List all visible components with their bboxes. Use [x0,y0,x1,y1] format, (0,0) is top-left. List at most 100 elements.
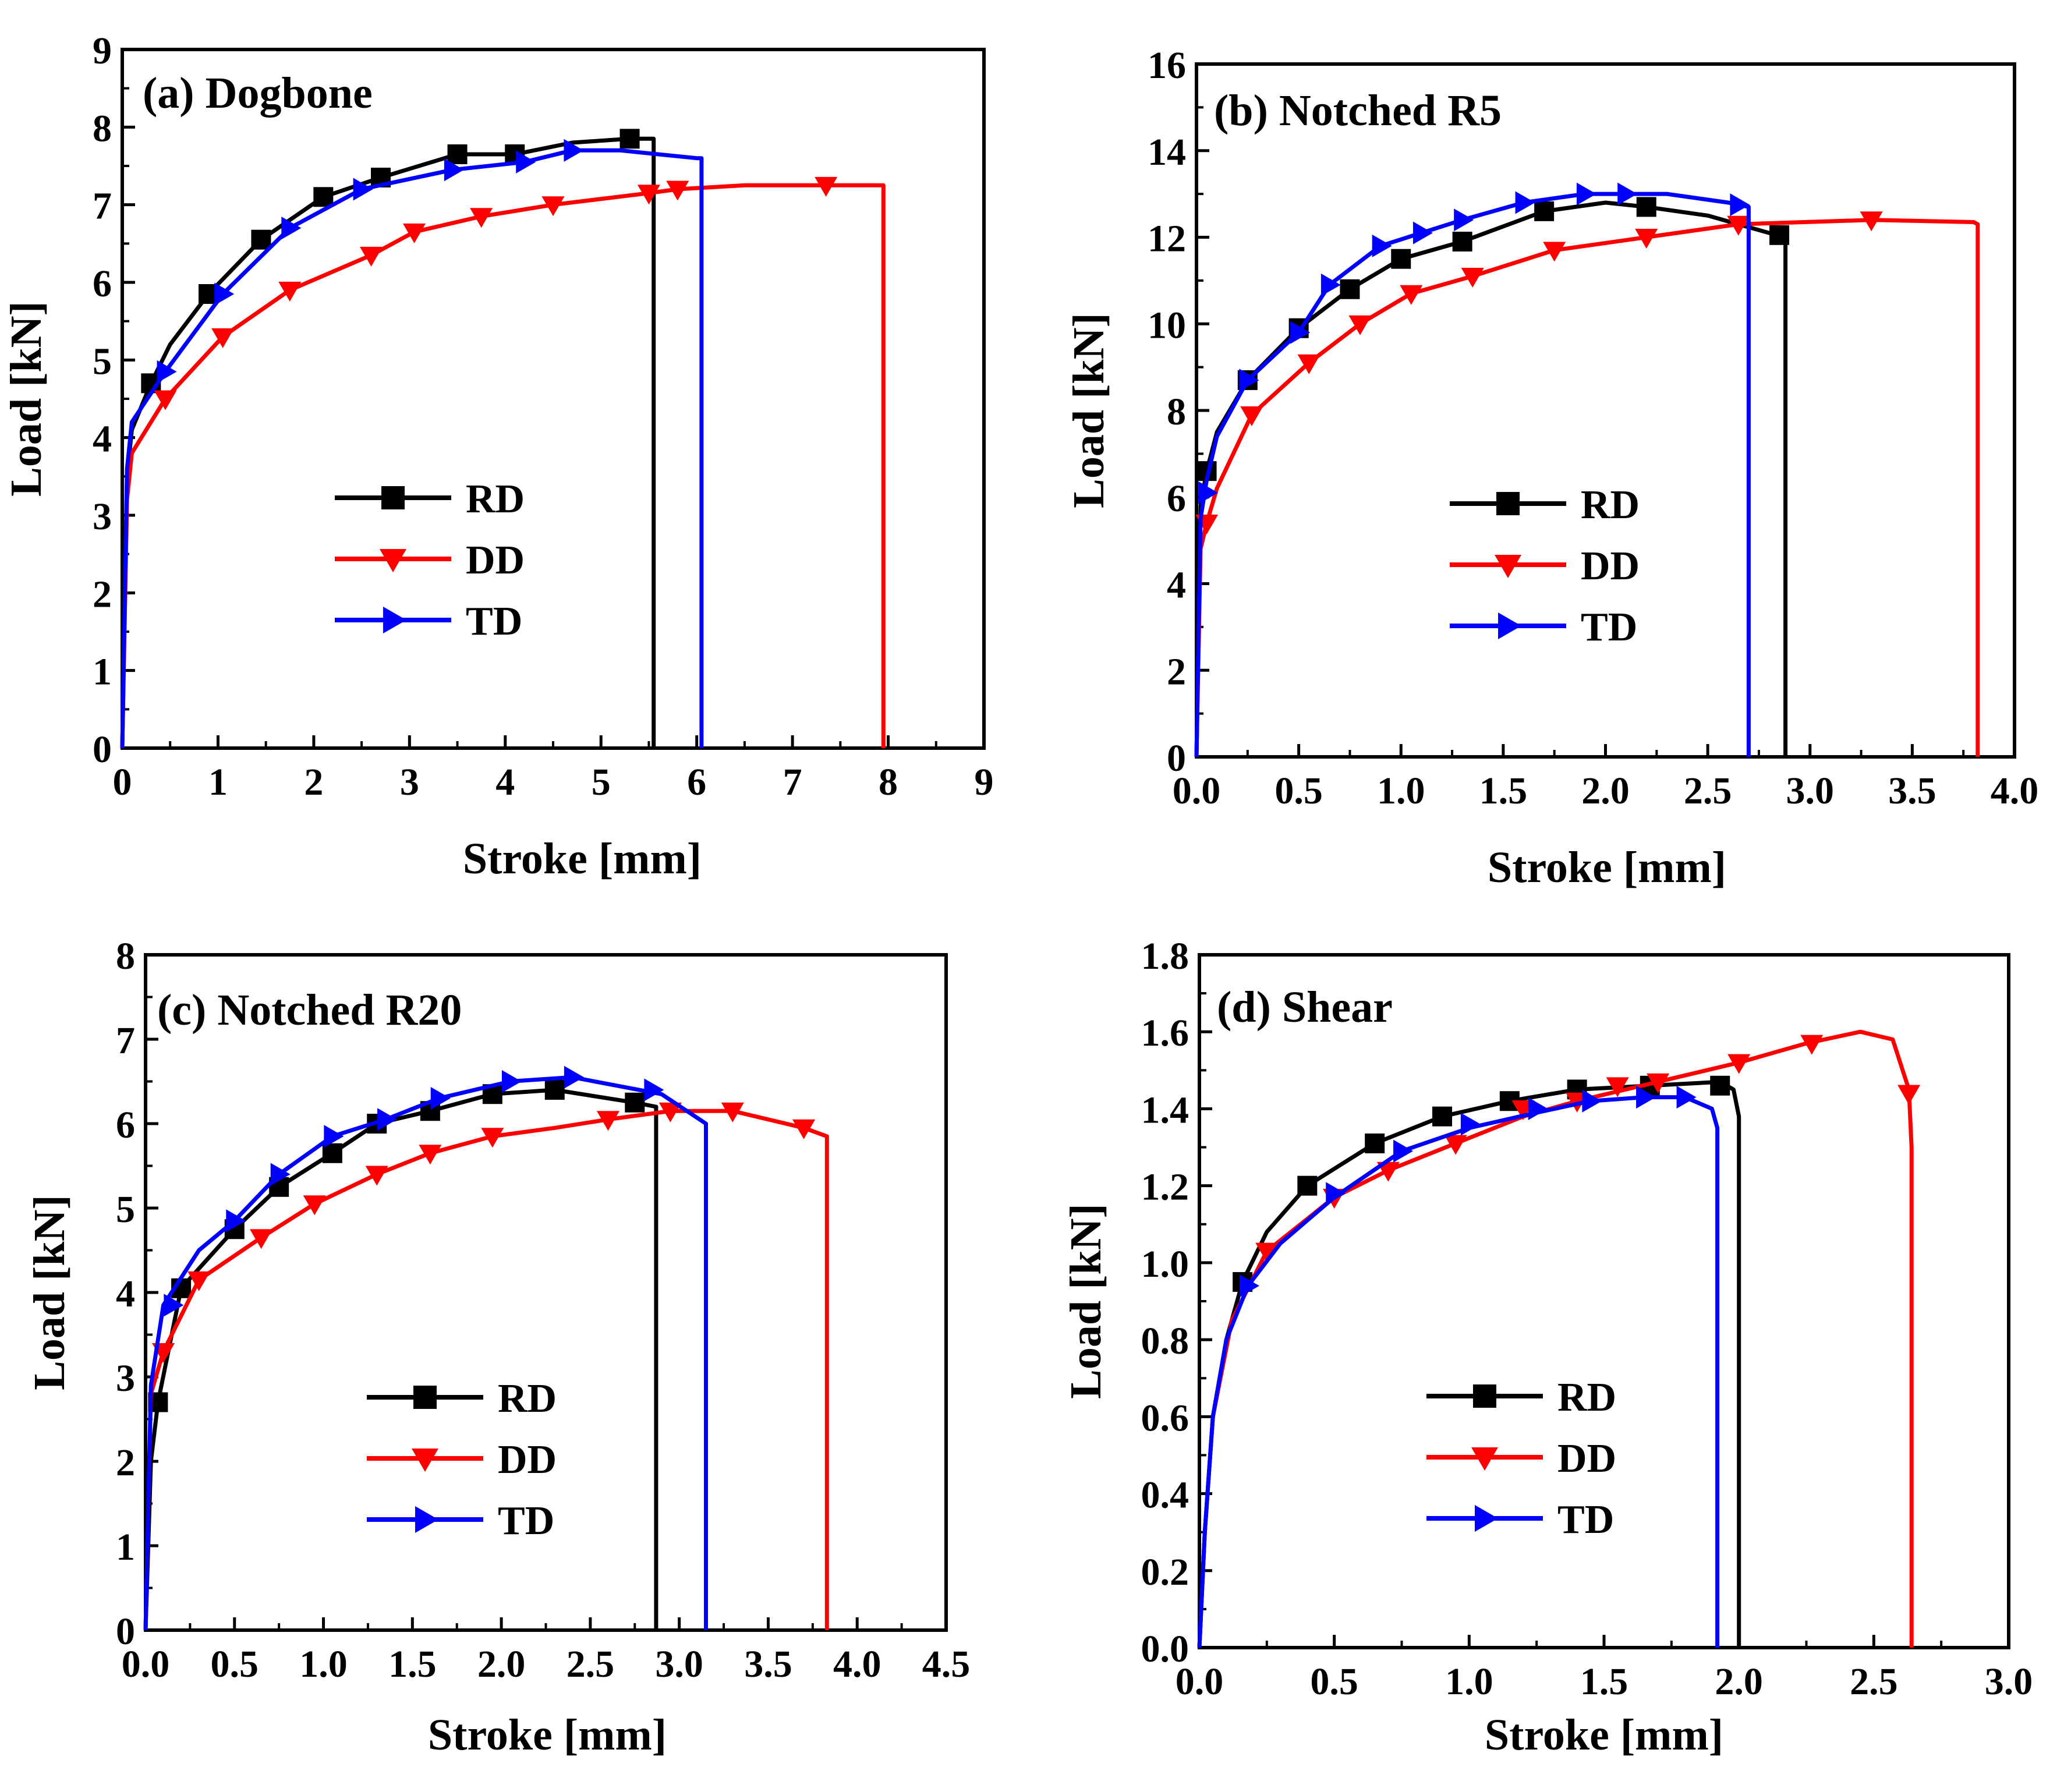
legend-marker-TD [1475,1505,1498,1532]
data-point-TD [214,282,235,306]
y-tick-label: 10 [1148,304,1186,346]
series-line-RD [1194,200,1788,757]
legend-marker-TD [383,607,406,633]
panel-b-frame [1195,62,2016,759]
series-DD [143,1102,829,1631]
series-line-DD [120,183,886,749]
data-point-RD [1710,1075,1730,1096]
data-point-TD [1460,1113,1481,1136]
data-point-TD [353,178,373,201]
data-point-DD [721,1102,744,1122]
data-point-TD [1636,1086,1656,1109]
y-tick-label: 4 [1167,564,1186,607]
data-point-DD [1727,215,1750,236]
data-point-DD [1461,267,1484,288]
x-tick-label: 4.0 [1991,770,2039,812]
y-tick-label: 0.6 [1141,1397,1189,1439]
y-axis-label: Load [kN] [1061,1203,1110,1399]
data-point-RD [447,144,468,164]
x-tick-label: 8 [879,761,898,803]
y-tick-label: 0 [1167,737,1186,780]
x-axis-label: Stroke [mm] [1485,1710,1723,1759]
y-tick-label: 5 [116,1188,135,1231]
x-tick-label: 5 [592,761,611,803]
data-point-TD [644,1078,664,1102]
series-RD [1197,1075,1741,1648]
data-point-RD [251,229,271,250]
x-tick-label: 2.5 [1850,1660,1898,1703]
data-point-DD [1727,1054,1751,1074]
y-tick-label: 1.8 [1141,935,1189,978]
y-tick-label: 0 [93,728,112,771]
legend-label-RD: RD [1557,1375,1616,1420]
data-point-DD [419,1145,442,1165]
legend-a: RD DD TD [335,477,525,644]
series-line-RD [1197,1079,1741,1648]
y-tick-label: 1.0 [1141,1243,1189,1285]
data-point-DD [365,1166,388,1186]
data-point-TD [157,360,177,383]
data-point-TD [1412,221,1433,245]
x-axis-label: Stroke [mm] [463,834,702,883]
data-point-TD [226,1209,246,1233]
data-point-DD [1543,242,1566,262]
data-point-RD [1432,1106,1452,1127]
y-tick-label: 14 [1148,131,1186,173]
data-point-DD [154,390,177,410]
data-point-TD [1320,273,1341,296]
y-tick-label: 4 [93,418,112,461]
series-TD [1194,182,1751,757]
y-tick-label: 0.2 [1141,1551,1189,1593]
data-point-DD [1240,406,1263,426]
data-point-TD [281,217,302,240]
panel-a: 0 1 2 3 4 5 6 7 8 9 0 1 2 3 4 5 6 7 8 9 Stroke [mm] Load [kN]… [2,30,994,883]
data-point-DD [211,328,235,348]
panel-d-frame [1198,953,2010,1649]
y-tick-label: 5 [93,340,112,383]
legend-marker-RD [381,486,405,509]
data-point-DD [1444,1135,1467,1155]
legend-label-DD: DD [466,538,525,583]
data-point-TD [430,1086,451,1110]
x-tick-label: 0.5 [1310,1660,1358,1703]
legend-label-DD: DD [1581,544,1640,589]
x-tick-label: 1.0 [1445,1660,1493,1703]
y-tick-label: 8 [93,107,112,150]
y-tick-label: 12 [1148,218,1186,260]
data-point-TD [1239,1274,1259,1298]
series-DD [1194,211,1980,757]
x-tick-label: 9 [975,761,994,803]
y-tick-label: 0.0 [1141,1628,1189,1670]
legend-marker-DD [380,549,406,572]
y-tick-label: 3 [93,495,112,538]
series-TD [120,139,704,749]
x-tick-label: 0 [113,761,132,803]
legend-marker-DD [1471,1447,1498,1471]
x-tick-label: 1 [208,761,228,803]
y-axis-label: Load [kN] [25,1195,74,1390]
legend-d: RD DD TD [1426,1375,1616,1542]
legend-marker-DD [412,1449,438,1472]
x-tick-label: 3.0 [655,1643,703,1685]
data-point-TD [1582,1089,1602,1113]
x-tick-label: 0.0 [1176,1660,1224,1703]
panel-b: 0.0 0.5 1.0 1.5 2.0 2.5 3.0 3.5 4.0 0 2 4 6 8 10 12 14 16… [1064,44,2038,892]
x-tick-label: 0.0 [1173,770,1221,812]
data-point-TD [1515,191,1535,214]
data-point-RD [1391,249,1411,269]
data-point-TD [377,1108,398,1131]
x-tick-label: 7 [783,761,802,803]
legend-marker-RD [413,1386,437,1409]
x-tick-label: 1.0 [299,1643,348,1685]
legend-label-DD: DD [1557,1436,1616,1481]
data-point-DD [596,1111,619,1131]
data-point-TD [1326,1182,1346,1205]
y-tick-label: 3 [116,1357,135,1400]
legend-label-RD: RD [1581,483,1640,527]
data-point-DD [250,1229,273,1249]
y-tick-label: 7 [116,1019,135,1062]
y-tick-label: 1.4 [1141,1089,1189,1131]
data-point-DD [481,1128,504,1148]
data-point-TD [1239,369,1259,392]
x-tick-label: 3 [400,761,419,803]
